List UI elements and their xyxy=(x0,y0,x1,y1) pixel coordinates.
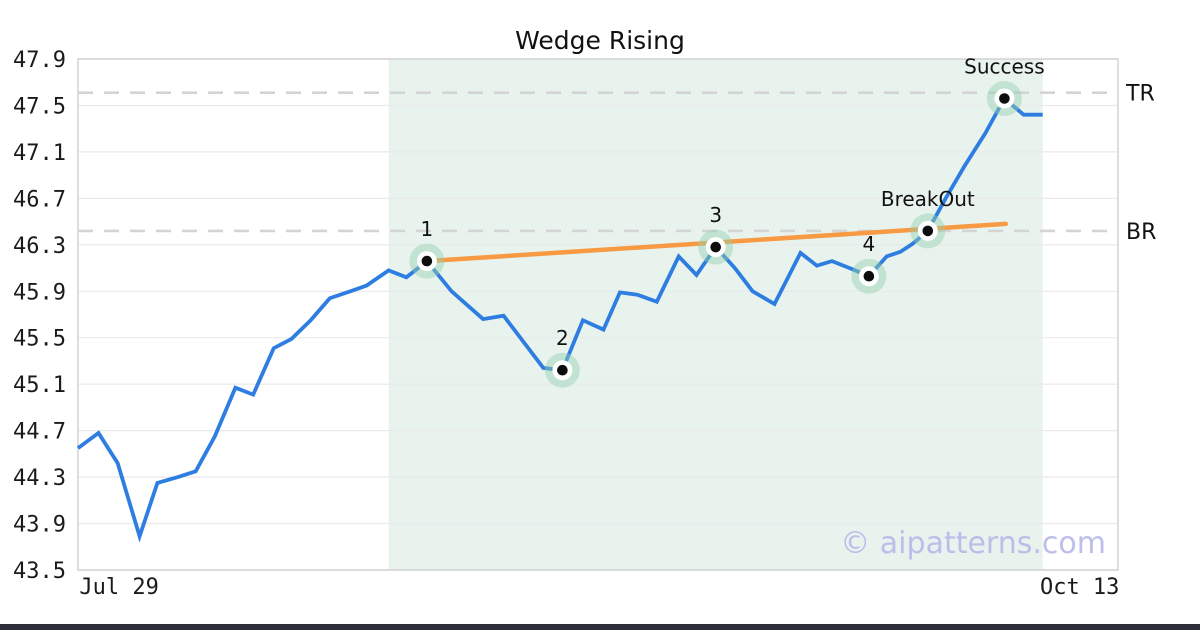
y-tick-label: 47.1 xyxy=(13,141,66,166)
y-tick-label: 44.3 xyxy=(13,466,66,491)
level-lines xyxy=(78,91,1118,233)
y-tick-label: 45.9 xyxy=(13,280,66,305)
y-tick-label: 44.7 xyxy=(13,420,66,445)
marker-dot xyxy=(863,270,875,282)
y-axis-tick-labels: 47.9 47.5 47.1 46.7 46.3 45.9 45.5 45.1 44.7 44.3… xyxy=(13,48,66,584)
chart-title: Wedge Rising xyxy=(515,26,685,55)
y-tick-label: 45.1 xyxy=(13,373,66,398)
watermark: © aipatterns.com xyxy=(840,526,1106,561)
y-tick-label: 46.3 xyxy=(13,234,66,259)
marker-dot xyxy=(421,255,433,267)
marker-dots xyxy=(416,88,1015,381)
level-labels: TR BR xyxy=(1125,82,1156,245)
x-tick-label: Jul 29 xyxy=(79,575,158,600)
y-tick-label: 47.9 xyxy=(13,48,66,73)
x-axis-tick-labels: Jul 29 Oct 13 xyxy=(79,575,1119,600)
level-label-tr: TR xyxy=(1125,82,1155,107)
annotation-breakout: BreakOut xyxy=(881,187,975,211)
x-tick-label: Oct 13 xyxy=(1040,575,1119,600)
annotation-1: 1 xyxy=(421,217,434,241)
annotation-success: Success xyxy=(964,55,1045,79)
level-label-br: BR xyxy=(1126,220,1156,245)
marker-dot xyxy=(557,364,568,376)
bottom-edge-bar xyxy=(0,624,1200,630)
marker-dot xyxy=(710,241,721,253)
pattern-region-shade xyxy=(388,59,1043,570)
y-tick-label: 46.7 xyxy=(13,187,66,212)
y-tick-label: 43.9 xyxy=(13,513,66,538)
marker-dot xyxy=(922,225,934,237)
marker-dot xyxy=(999,93,1010,104)
price-line xyxy=(76,95,1043,543)
y-tick-label: 45.5 xyxy=(13,327,66,352)
y-tick-label: 47.5 xyxy=(13,95,66,120)
y-tick-label: 43.5 xyxy=(13,559,66,584)
annotation-2: 2 xyxy=(556,326,569,350)
plot-border xyxy=(77,58,1119,571)
annotation-4: 4 xyxy=(863,232,876,256)
annotation-3: 3 xyxy=(709,203,722,227)
